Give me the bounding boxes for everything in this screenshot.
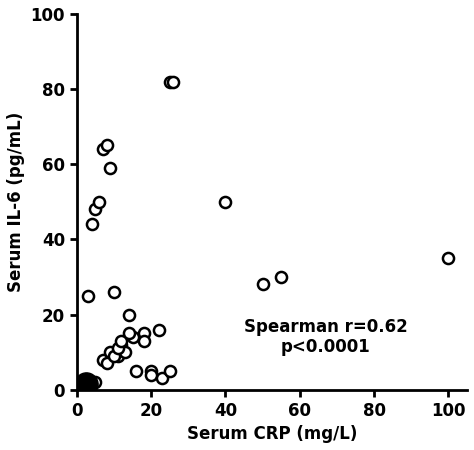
- X-axis label: Serum CRP (mg/L): Serum CRP (mg/L): [187, 425, 357, 443]
- Y-axis label: Serum IL-6 (pg/mL): Serum IL-6 (pg/mL): [7, 112, 25, 292]
- Text: Spearman r=0.62
p<0.0001: Spearman r=0.62 p<0.0001: [244, 318, 408, 356]
- Point: [82, 380, 90, 387]
